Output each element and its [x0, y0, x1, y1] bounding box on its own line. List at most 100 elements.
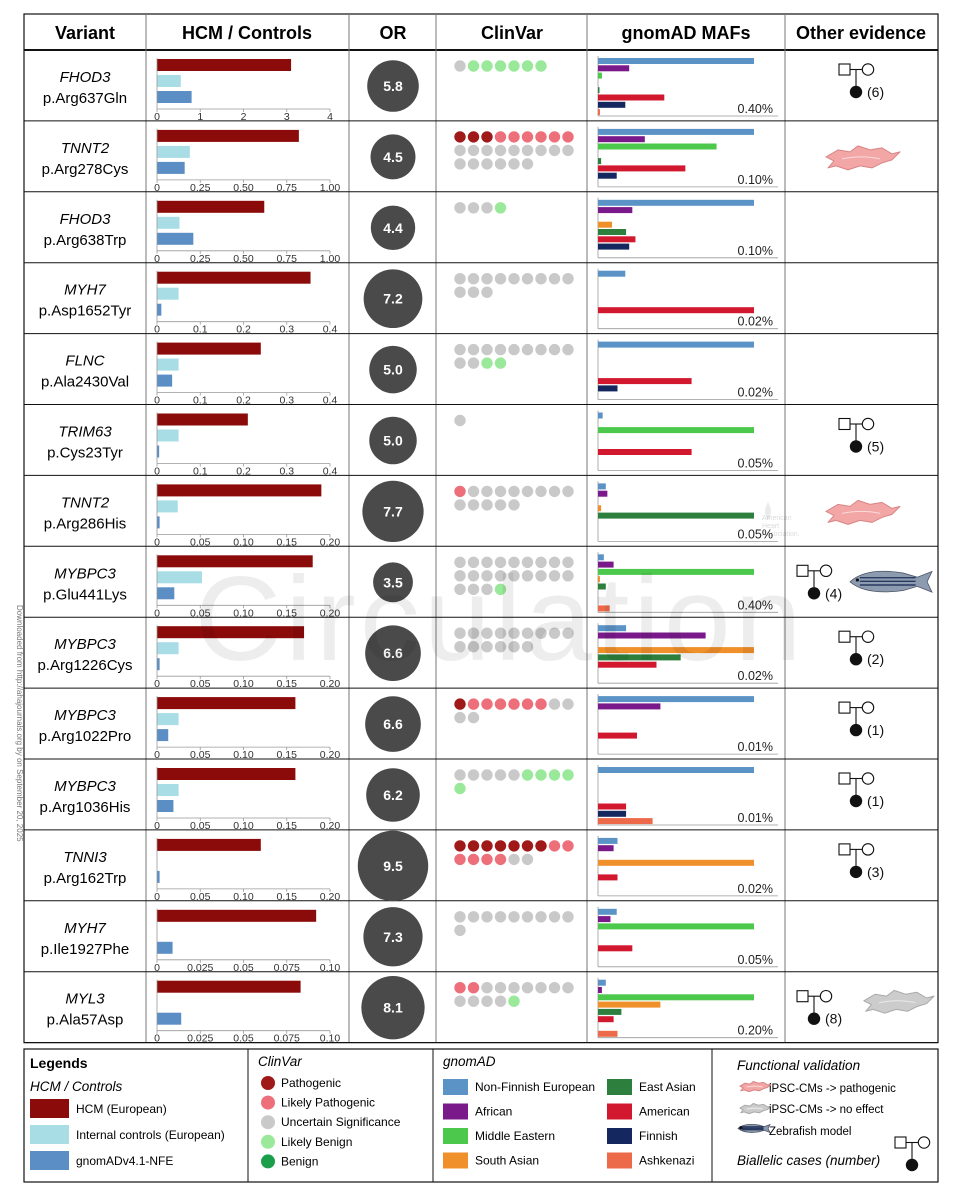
hcm-bar	[157, 838, 261, 851]
internal-controls-bar	[157, 287, 179, 300]
odds-ratio-value: 6.6	[383, 645, 403, 661]
clinvar-dot-uncertain	[548, 698, 561, 710]
biallelic-case-count: (2)	[867, 651, 884, 667]
clinvar-dot-uncertain	[562, 343, 574, 356]
clinvar-dot-uncertain	[494, 627, 507, 639]
clinvar-dot-uncertain	[467, 343, 480, 356]
gnomad-max-maf: 0.40%	[738, 598, 773, 612]
hcm-tick-label: 0.10	[233, 536, 254, 548]
hcm-bar	[157, 271, 311, 284]
clinvar-dot-uncertain	[508, 982, 520, 994]
clinvar-dot-uncertain	[562, 273, 574, 285]
legend-swatch-hcm	[30, 1099, 69, 1118]
pedigree-affected-child-icon	[905, 1158, 919, 1172]
variant-row: MYH7 p.Ile1927Phe 0 0.025 0.05 0.075 0.10 7.3 0.…	[24, 906, 938, 974]
clinvar-dot-likely-benign	[454, 782, 466, 795]
pedigree-affected-child-icon	[849, 85, 863, 99]
clinvar-dot-uncertain	[562, 698, 574, 710]
hcm-tick-label: 0.50	[233, 253, 254, 265]
odds-ratio-value: 5.0	[383, 433, 403, 449]
odds-ratio-circle	[363, 907, 423, 967]
internal-controls-bar	[157, 784, 179, 796]
hcm-tick-label: 0	[154, 111, 160, 123]
legend-dot-uncertain	[261, 1115, 275, 1130]
pedigree-mother-icon	[861, 701, 875, 714]
gnomad-bar	[598, 341, 754, 348]
legend-pop-label: Finnish	[639, 1129, 678, 1143]
hcm-tick-label: 1.00	[320, 182, 341, 194]
clinvar-dot-uncertain	[454, 769, 466, 781]
clinvar-dot-likely-benign	[535, 60, 547, 72]
clinvar-dot-uncertain	[494, 158, 507, 170]
gnomad-nfe-bar	[157, 587, 175, 600]
odds-ratio-value: 3.5	[383, 574, 403, 590]
header-other-evidence: Other evidence	[796, 23, 926, 43]
pedigree-father-icon	[838, 843, 851, 856]
clinvar-dot-uncertain	[481, 343, 493, 356]
hcm-tick-label: 0.25	[190, 253, 211, 265]
aha-watermark-text: Association.	[762, 531, 800, 538]
clinvar-dot-uncertain	[481, 911, 493, 923]
gene-name: MYBPC3	[54, 778, 116, 795]
hcm-bar	[157, 413, 248, 426]
variant-row: TRIM63 p.Cys23Tyr 0 0.1 0.2 0.3 0.4 5.0 0.05% (5)	[24, 410, 938, 478]
gnomad-bar	[598, 1001, 661, 1008]
gnomad-bar	[598, 859, 754, 866]
clinvar-dot-uncertain	[562, 570, 574, 582]
clinvar-dot-uncertain	[481, 158, 493, 170]
clinvar-dot-uncertain	[467, 357, 480, 369]
clinvar-dot-pathogenic	[508, 840, 520, 852]
clinvar-dot-uncertain	[535, 556, 547, 568]
cell-striation	[841, 510, 881, 514]
gene-name: FHOD3	[60, 69, 111, 86]
clinvar-dot-uncertain	[494, 499, 507, 511]
download-side-note: Downloaded from http://ahajournals.org b…	[15, 605, 24, 842]
clinvar-dot-uncertain	[467, 158, 480, 170]
clinvar-dot-uncertain	[454, 711, 466, 724]
legend-dot-likely-benign	[261, 1134, 275, 1149]
variant-row: TNNT2 p.Arg286His 0 0.05 0.10 0.15 0.20 7.7 0.05…	[24, 480, 938, 548]
clinvar-dot-uncertain	[481, 641, 493, 653]
clinvar-dot-uncertain	[521, 343, 534, 356]
gnomad-bar	[598, 207, 633, 214]
clinvar-dot-uncertain	[535, 273, 547, 285]
hcm-tick-label: 0.25	[190, 182, 211, 194]
clinvar-dot-likely-benign	[481, 60, 493, 72]
hcm-tick-label: 0.05	[233, 962, 254, 974]
gnomad-nfe-bar	[157, 161, 185, 174]
table-frame	[23, 13, 939, 1044]
clinvar-dot-uncertain	[454, 343, 466, 356]
pedigree-mother-icon	[917, 1136, 931, 1149]
zebrafish-eye	[855, 578, 859, 582]
gnomad-bar	[598, 632, 706, 639]
gnomad-bar	[598, 72, 602, 79]
gnomad-nfe-bar	[157, 516, 160, 529]
clinvar-dot-uncertain	[548, 911, 561, 923]
clinvar-dot-uncertain	[494, 485, 507, 498]
header-or: OR	[380, 23, 407, 43]
clinvar-dot-uncertain	[494, 556, 507, 568]
pedigree-father-icon	[838, 63, 851, 76]
clinvar-dot-uncertain	[562, 485, 574, 498]
clinvar-dot-uncertain	[535, 485, 547, 498]
gnomad-bar	[598, 505, 602, 512]
gnomad-bar	[598, 243, 630, 250]
clinvar-dot-uncertain	[494, 995, 507, 1007]
protein-change: p.Cys23Tyr	[47, 445, 123, 462]
gene-name: TRIM63	[58, 424, 112, 441]
legend-pop-label: South Asian	[475, 1154, 539, 1168]
gene-name: TNNI3	[63, 849, 107, 866]
legend-pop-label: African	[475, 1105, 512, 1119]
legend-biallelic-label: Biallelic cases (number)	[737, 1153, 880, 1168]
gnomad-max-maf: 0.02%	[738, 669, 773, 683]
clinvar-dot-uncertain	[481, 583, 493, 595]
internal-controls-bar	[157, 75, 181, 87]
clinvar-dot-uncertain	[467, 911, 480, 923]
odds-ratio-circle	[369, 345, 417, 394]
clinvar-dot-pathogenic	[494, 840, 507, 852]
biallelic-case-count: (1)	[867, 722, 884, 738]
hcm-tick-label: 0.10	[233, 678, 254, 690]
hcm-tick-label: 0.05	[190, 820, 211, 832]
hcm-tick-label: 0.75	[277, 253, 298, 265]
